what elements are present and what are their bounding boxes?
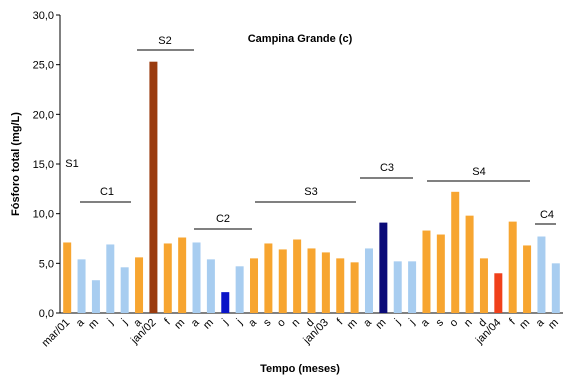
bar [250,258,259,313]
x-tick-label: m [374,317,389,332]
bar [163,243,172,313]
annotation: S1 [65,158,78,170]
x-tick-label: n [462,317,475,330]
y-tick-label: 25,0 [33,60,54,72]
bar [436,234,445,313]
y-axis-label: Fósforo total (mg/L) [10,112,22,216]
bar [307,248,316,313]
bar [235,266,244,313]
annotation: S4 [472,166,485,178]
x-tick-label: j [406,317,417,328]
bar [293,239,302,313]
annotation: C2 [216,213,230,225]
x-tick-label: o [448,317,461,330]
x-tick-label: j [234,317,245,328]
bar [494,273,503,313]
x-axis-label: Tempo (meses) [260,363,340,375]
bar [149,61,158,313]
x-tick-label: s [434,316,447,329]
bar [465,215,474,313]
bar [408,261,417,313]
annotation: S3 [304,186,317,198]
y-tick-label: 5,0 [39,258,54,270]
bar [106,244,115,313]
x-tick-label: o [275,317,288,330]
bar [321,252,330,313]
x-tick-label: j [219,317,230,328]
bar [77,259,86,313]
x-tick-label: f [162,316,173,327]
x-tick-label: m [517,317,532,332]
annotation: S2 [158,35,171,47]
x-tick-label: mar/01 [40,317,73,350]
bar [393,261,402,313]
bar [479,258,488,313]
bar [523,245,532,313]
bar [120,267,129,313]
chart-title: Campina Grande (c) [248,33,353,45]
y-tick-label: 30,0 [33,10,54,22]
bar [192,242,201,313]
bar [135,257,144,313]
x-tick-label: s [261,316,274,329]
x-tick-label: n [289,317,302,330]
annotation: C3 [380,162,394,174]
y-tick-label: 15,0 [33,159,54,171]
bar [350,262,359,313]
y-tick-label: 20,0 [33,109,54,121]
y-tick-label: 10,0 [33,209,54,221]
bar [63,242,72,313]
bar [221,292,230,313]
x-tick-label: j [119,317,130,328]
bar [264,243,273,313]
bar [379,222,388,313]
x-tick-label: a [419,316,432,329]
x-tick-label: m [345,317,360,332]
annotation: C1 [100,186,114,198]
x-tick-label: f [335,316,346,327]
x-tick-label: m [172,317,187,332]
bar [178,237,187,313]
x-tick-label: m [86,317,101,332]
x-tick-label: j [392,317,403,328]
x-tick-label: j [104,317,115,328]
bar [206,259,215,313]
bar [422,230,431,313]
bar [451,191,460,313]
y-tick-label: 0,0 [39,308,54,320]
x-tick-label: m [546,317,561,332]
x-tick-label: m [201,317,216,332]
bar [336,258,345,313]
x-tick-label: f [507,316,518,327]
bar [278,249,287,313]
bar [91,280,100,313]
x-tick-label: a [246,316,259,329]
bar [508,221,517,313]
bar [537,236,546,313]
annotation: C4 [540,209,554,221]
bar [551,263,560,313]
bar [364,248,373,313]
